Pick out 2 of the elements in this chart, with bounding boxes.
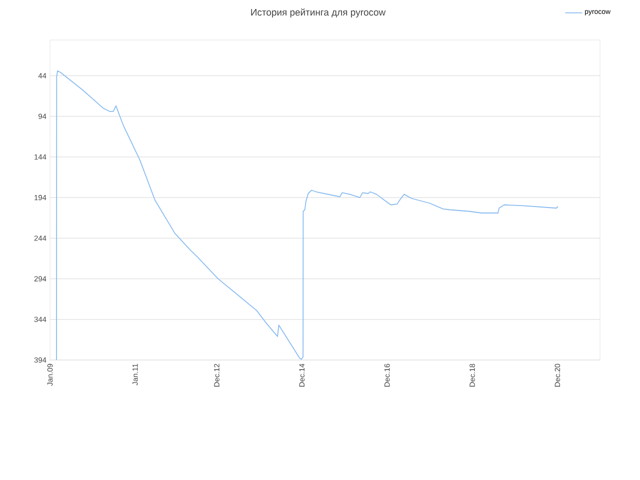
chart-title: История рейтинга для pyrocow xyxy=(251,8,386,18)
line-series xyxy=(56,70,558,360)
